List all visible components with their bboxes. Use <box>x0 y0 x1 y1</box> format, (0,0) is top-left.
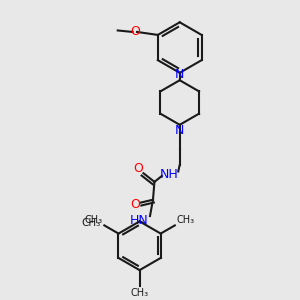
Text: N: N <box>175 124 184 137</box>
Text: N: N <box>175 68 184 81</box>
Text: CH₃: CH₃ <box>85 215 103 225</box>
Text: O: O <box>130 198 140 211</box>
Text: NH: NH <box>160 168 179 181</box>
Text: CH₃: CH₃ <box>130 288 149 298</box>
Text: CH₃: CH₃ <box>176 215 194 225</box>
Text: CH₃: CH₃ <box>81 218 101 228</box>
Text: HN: HN <box>130 214 149 227</box>
Text: O: O <box>133 162 143 175</box>
Text: O: O <box>130 25 140 38</box>
